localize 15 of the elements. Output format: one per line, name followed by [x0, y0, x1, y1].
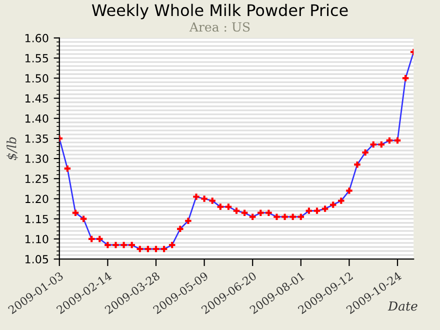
chart-title: Weekly Whole Milk Powder Price: [92, 4, 348, 20]
y-tick-label: 1.15: [25, 214, 48, 224]
y-tick-label: 1.25: [25, 174, 48, 184]
y-tick-label: 1.55: [25, 54, 48, 62]
y-tick-label: 1.20: [25, 194, 48, 204]
y-tick-label: 1.30: [25, 154, 48, 163]
y-tick-label: 1.35: [25, 134, 48, 143]
y-tick-label: 1.45: [25, 94, 48, 103]
y-tick-label: 1.50: [25, 74, 48, 83]
y-axis-title: $/lb: [6, 137, 18, 160]
y-tick-label: 1.10: [25, 234, 48, 244]
y-tick-label: 1.60: [25, 34, 48, 42]
y-tick-label: 1.05: [25, 255, 48, 264]
chart-subtitle: Area : US: [189, 22, 250, 32]
y-tick-label: 1.40: [25, 114, 48, 123]
